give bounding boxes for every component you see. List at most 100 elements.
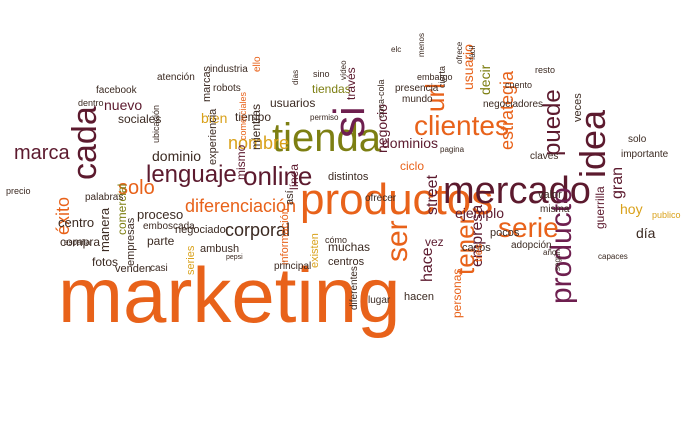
word: precio	[6, 186, 31, 196]
word: mercado	[443, 170, 591, 212]
word: venden	[115, 263, 152, 275]
word: nuevo	[104, 97, 143, 113]
word: día	[636, 225, 656, 241]
word: menos	[417, 32, 426, 57]
word: ambush	[200, 243, 240, 255]
word: fotos	[92, 255, 119, 269]
word: manera	[97, 207, 112, 252]
word: vez	[425, 235, 444, 249]
word: dentro	[78, 98, 104, 108]
word: misma	[540, 204, 570, 215]
word: gran	[609, 166, 626, 199]
word: comerciales	[238, 91, 248, 140]
word: dominio	[152, 148, 202, 164]
word: facebook	[96, 85, 137, 96]
word: ello	[252, 56, 263, 72]
word: experiencia	[207, 108, 219, 165]
word: pagina	[440, 145, 465, 154]
word: negociadores	[483, 99, 544, 110]
word: cierta	[437, 65, 447, 88]
word: street	[424, 174, 441, 215]
word: online	[243, 161, 313, 191]
word: fácil	[468, 45, 477, 60]
word: elc	[391, 45, 402, 54]
word: pocos	[490, 227, 520, 239]
word: ofrece	[455, 41, 464, 64]
word: permiso	[310, 113, 339, 122]
word: industria	[210, 64, 248, 75]
word: hace	[419, 247, 436, 282]
word: existen	[309, 233, 321, 268]
word: tiempo	[235, 110, 272, 124]
word: publico	[652, 210, 681, 220]
word: ciclo	[400, 159, 425, 173]
word: lenguaje	[146, 161, 237, 188]
word: muchas	[328, 240, 371, 254]
word: bien	[201, 110, 228, 126]
word: ejemplo	[455, 205, 505, 221]
word: tiendas	[312, 82, 351, 96]
word: sociales	[118, 112, 162, 126]
word: presencia	[395, 83, 439, 94]
word: clientes	[414, 110, 509, 141]
word: mismo	[234, 144, 248, 180]
word: marketing	[58, 251, 401, 339]
word: ofrecer	[365, 193, 397, 204]
word: diferentes	[349, 266, 360, 310]
word: solo	[118, 177, 155, 199]
word: sino	[313, 69, 330, 79]
word: decir	[477, 64, 493, 95]
word: guerrilla	[593, 186, 607, 229]
word: resto	[535, 65, 556, 75]
word: puede	[539, 89, 566, 156]
word: valor	[538, 189, 562, 201]
word: casos	[462, 242, 491, 254]
word: personas	[450, 268, 464, 318]
word: hoy	[620, 201, 643, 217]
word: parte	[147, 234, 175, 248]
word: marca	[14, 142, 70, 164]
word: negociador	[175, 224, 230, 236]
word: atención	[157, 72, 195, 83]
word: productos	[300, 175, 494, 224]
word: robots	[213, 83, 241, 94]
word: centros	[328, 256, 365, 268]
word: días	[291, 69, 300, 85]
word: cuento	[505, 80, 533, 90]
word: cada	[66, 106, 104, 180]
word: proceso	[137, 207, 184, 222]
word: así	[284, 190, 296, 205]
word: corporal	[225, 220, 291, 240]
word: dominios	[382, 135, 439, 151]
word: año	[543, 248, 557, 257]
word: claves	[530, 151, 559, 162]
word: compra	[60, 235, 101, 249]
word: solo	[628, 134, 647, 145]
word: casi	[150, 263, 168, 274]
word: si	[325, 106, 374, 138]
word: capaces	[598, 252, 628, 261]
word: mundo	[402, 94, 433, 105]
word: principal	[274, 261, 312, 272]
word: distintos	[328, 171, 369, 183]
word: series	[185, 245, 197, 275]
word: diferenciación	[185, 196, 297, 216]
word: veces	[572, 93, 584, 122]
word: vídeo	[339, 60, 348, 80]
word: cómo	[325, 235, 348, 245]
word: tienda	[272, 116, 381, 160]
word: emboscada	[143, 221, 195, 232]
word: serie	[498, 212, 559, 243]
word: información	[279, 208, 291, 265]
word: coca-cola	[376, 79, 386, 118]
word: ser	[381, 220, 414, 262]
word: palabras	[85, 192, 124, 203]
word: adopción	[511, 240, 552, 251]
word: embargo	[417, 72, 453, 82]
word: españa	[64, 238, 91, 247]
word: importante	[621, 149, 669, 160]
word: hacen	[404, 291, 434, 303]
word: ubicación	[151, 104, 161, 143]
word: usuarios	[270, 96, 316, 110]
